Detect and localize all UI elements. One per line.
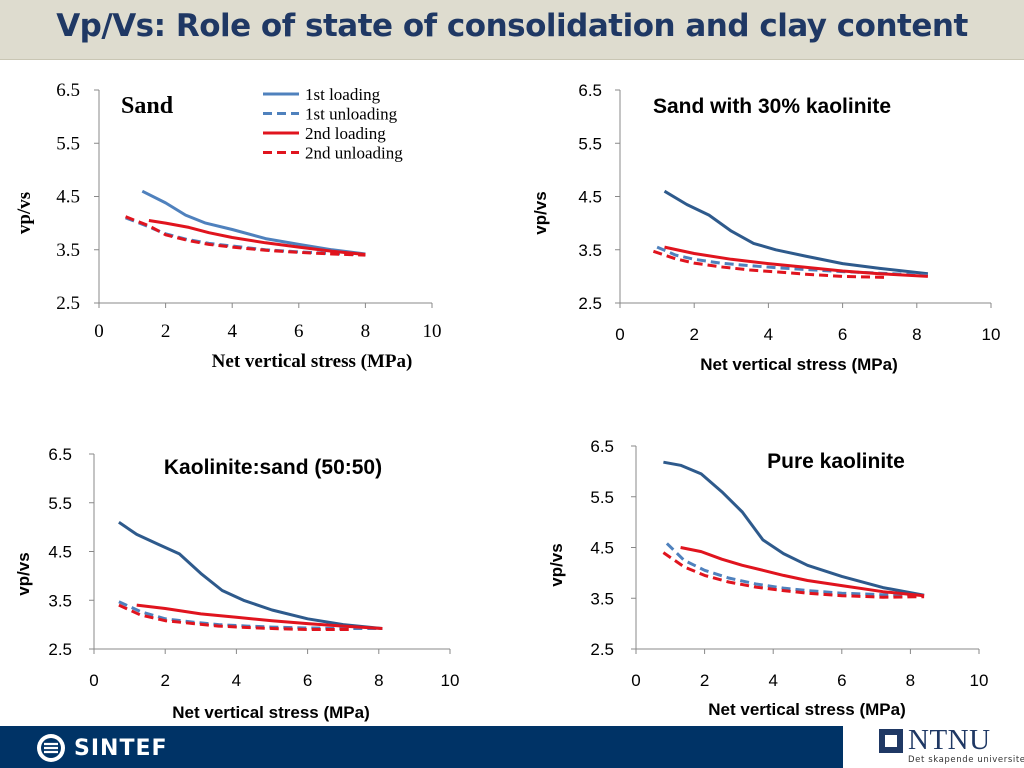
y-axis-label: vp/vs — [14, 192, 35, 234]
series-line-1st-loading — [141, 189, 366, 256]
y-tick-label: 4.5 — [56, 187, 80, 208]
chart-title: Kaolinite:sand (50:50) — [164, 456, 382, 479]
series-line-1st-loading — [663, 460, 925, 597]
series-line-2nd-unloading — [652, 249, 888, 279]
chart-pure-kaolinite: 6.5 5.5 4.5 3.5 2.5 0 2 4 6 8 10 vp/vs Net vertical … — [547, 437, 988, 719]
y-tick-label: 4.5 — [48, 543, 72, 562]
x-tick-label: 6 — [837, 671, 846, 690]
x-tick-label: 8 — [912, 325, 921, 344]
series-line-2nd-unloading — [125, 215, 366, 257]
x-tick-label: 4 — [227, 321, 237, 342]
x-tick-label: 10 — [970, 671, 989, 690]
chart-title: Sand with 30% kaolinite — [653, 95, 891, 118]
x-tick-label: 6 — [294, 321, 304, 342]
y-tick-label: 6.5 — [578, 81, 602, 100]
y-tick-label: 6.5 — [56, 80, 80, 101]
y-tick-label: 2.5 — [56, 293, 80, 314]
x-tick-label: 0 — [615, 325, 624, 344]
y-tick-label: 2.5 — [590, 640, 614, 659]
x-axis-label: Net vertical stress (MPa) — [700, 355, 897, 374]
y-tick-label: 3.5 — [48, 591, 72, 610]
series-line-2nd-loading — [680, 546, 925, 598]
charts-area: 6.5 5.5 4.5 3.5 2.5 0 2 4 6 8 10 vp/vs Net vertical … — [14, 80, 1000, 722]
series-line-2nd-unloading — [118, 603, 351, 631]
ntnu-logo-icon — [879, 729, 903, 753]
x-tick-label: 6 — [303, 671, 312, 690]
y-tick-label: 5.5 — [56, 133, 80, 154]
y-tick-label: 6.5 — [590, 437, 614, 456]
ntnu-logo: NTNU Det skapende universitet — [876, 724, 1024, 768]
y-tick-label: 3.5 — [56, 240, 80, 261]
legend-label: 1st unloading — [305, 105, 398, 124]
x-tick-label: 2 — [161, 321, 171, 342]
sintef-logo-text: SINTEF — [74, 735, 168, 761]
y-axis-label: vp/vs — [547, 543, 566, 586]
x-tick-label: 8 — [361, 321, 371, 342]
series-line-1st-loading — [118, 521, 383, 630]
chart-sand: 6.5 5.5 4.5 3.5 2.5 0 2 4 6 8 10 vp/vs Net vertical … — [14, 80, 442, 372]
x-axis-label: Net vertical stress (MPa) — [708, 700, 905, 719]
y-tick-label: 3.5 — [578, 241, 602, 260]
ntnu-tagline: Det skapende universitet — [908, 755, 1024, 765]
x-tick-label: 4 — [232, 671, 241, 690]
chart-kaolinite-sand-50-50: 6.5 5.5 4.5 3.5 2.5 0 2 4 6 8 10 vp/vs Net vertical … — [14, 445, 459, 722]
chart-title: Pure kaolinite — [767, 450, 905, 473]
x-tick-label: 0 — [94, 321, 104, 342]
legend-label: 2nd unloading — [305, 144, 403, 163]
x-tick-label: 0 — [89, 671, 98, 690]
legend-label: 2nd loading — [305, 124, 386, 143]
x-tick-label: 2 — [700, 671, 709, 690]
sintef-logo: SINTEF — [36, 733, 168, 763]
y-tick-label: 5.5 — [48, 494, 72, 513]
y-tick-label: 6.5 — [48, 445, 72, 464]
y-tick-label: 2.5 — [578, 294, 602, 313]
series-line-2nd-loading — [664, 245, 928, 278]
series-line-2nd-unloading — [662, 551, 925, 599]
y-tick-label: 4.5 — [590, 539, 614, 558]
x-tick-label: 4 — [764, 325, 773, 344]
x-axis-label: Net vertical stress (MPa) — [212, 351, 413, 372]
x-axis-label: Net vertical stress (MPa) — [172, 703, 369, 722]
x-tick-label: 6 — [838, 325, 847, 344]
x-tick-label: 10 — [423, 321, 442, 342]
ntnu-logo-text: NTNU — [908, 724, 991, 756]
legend-label: 1st loading — [305, 85, 381, 104]
title-bar: Vp/Vs: Role of state of consolidation an… — [0, 0, 1024, 60]
x-tick-label: 10 — [441, 671, 460, 690]
x-tick-label: 2 — [160, 671, 169, 690]
x-tick-label: 8 — [374, 671, 383, 690]
series-line-2nd-loading — [148, 219, 366, 256]
y-axis-label: vp/vs — [531, 191, 550, 234]
x-tick-label: 2 — [689, 325, 698, 344]
y-tick-label: 2.5 — [48, 640, 72, 659]
y-tick-label: 5.5 — [578, 134, 602, 153]
series-line-1st-unloading — [656, 245, 928, 277]
series-line-1st-unloading — [665, 542, 925, 598]
series-line-2nd-loading — [136, 603, 383, 630]
x-tick-label: 10 — [982, 325, 1001, 344]
x-tick-label: 0 — [631, 671, 640, 690]
sintef-logo-icon — [37, 734, 65, 762]
chart-title: Sand — [121, 93, 174, 119]
page-title: Vp/Vs: Role of state of consolidation an… — [56, 8, 968, 44]
y-tick-label: 4.5 — [578, 188, 602, 207]
y-tick-label: 5.5 — [590, 488, 614, 507]
x-tick-label: 8 — [906, 671, 915, 690]
chart-sand-30-kaolinite: 6.5 5.5 4.5 3.5 2.5 0 2 4 6 8 10 vp/vs Net vertical … — [531, 81, 1000, 374]
y-tick-label: 3.5 — [590, 589, 614, 608]
x-tick-label: 4 — [768, 671, 777, 690]
footer-bar — [0, 726, 843, 768]
series-line-1st-loading — [663, 189, 929, 276]
y-axis-label: vp/vs — [14, 552, 33, 595]
